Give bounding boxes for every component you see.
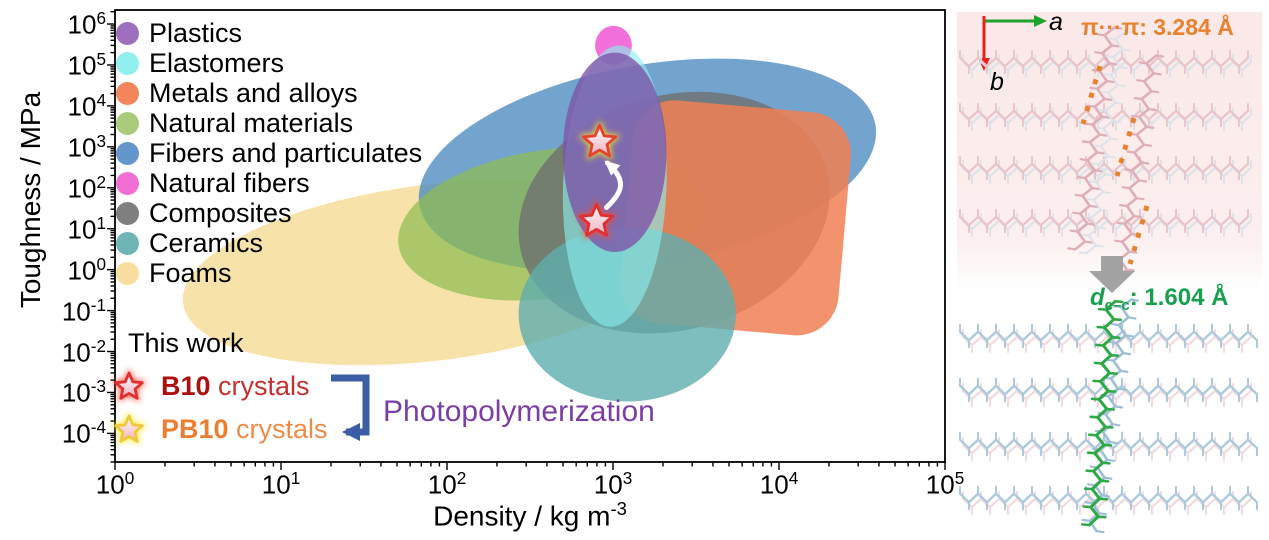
legend-star-b10 (114, 371, 144, 400)
b10-stack-chain-1 (1074, 26, 1116, 251)
b10-chain-row0-branches (959, 49, 1249, 75)
b10-stack-chain-1b-branches (1078, 30, 1133, 255)
b10-to-pb10-arrow (603, 160, 624, 210)
star-b10 (578, 203, 614, 237)
b10-stack-chain-2 (1116, 54, 1158, 279)
b10-chain-row0-back-branches (962, 53, 1252, 79)
axis-a-arrowhead (1034, 15, 1047, 27)
photopolymerization-arrow (331, 374, 370, 441)
crystal-panel-background (957, 12, 1262, 290)
pb10-chain-row0 (958, 330, 1259, 342)
pb10-chain-row1-branches (958, 377, 1259, 403)
b10-chain-row3-branches (959, 208, 1249, 234)
transformation-arrow (1089, 256, 1135, 293)
pb10-polymer-backbone (1087, 299, 1117, 527)
pi-stacking-dots (1080, 65, 1150, 265)
b10-stack-chain-1b (1085, 30, 1127, 255)
star-pb10 (582, 123, 618, 158)
region-plastics (563, 52, 667, 252)
b10-stack-chain-1-branches (1067, 26, 1123, 251)
pb10-chain-row3 (958, 492, 1259, 504)
plot-frame (114, 9, 946, 463)
legend-star-pb10 (114, 414, 144, 443)
pb10-polymer-backbone-branches (1081, 300, 1124, 527)
